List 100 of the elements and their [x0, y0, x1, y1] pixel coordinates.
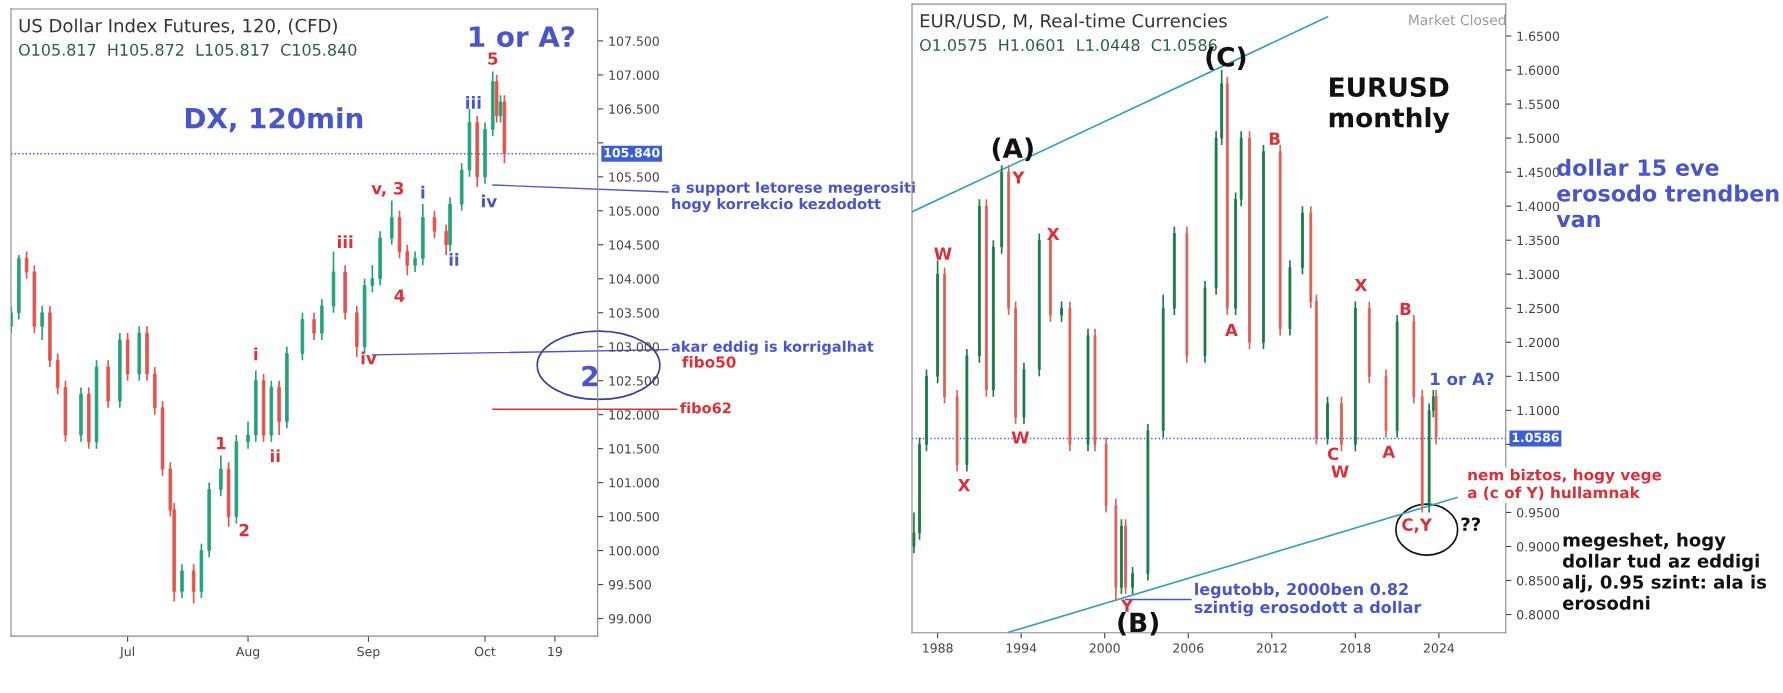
candlestick: [1014, 300, 1017, 425]
annotation: X: [957, 479, 971, 492]
text: O105.817 H105.872 L105.817 C105.840: [18, 43, 357, 56]
candlestick: [1262, 144, 1265, 350]
y-tick-label: 0.9000: [1516, 541, 1560, 552]
candlestick: [918, 436, 921, 541]
annotation: A: [1225, 323, 1238, 336]
y-tick-label: 1.3000: [1517, 269, 1560, 280]
y-tick-label: 1.5500: [1517, 99, 1560, 109]
annotation: W: [1011, 431, 1030, 444]
y-tick-label: 1.4500: [1517, 167, 1560, 178]
candlestick: [389, 199, 394, 246]
candlestick: [219, 454, 223, 498]
candlestick: [444, 223, 448, 256]
y-tick-label: 1.6000: [1517, 65, 1560, 75]
candlestick: [180, 563, 184, 599]
y-tick-label: 99.000: [608, 613, 651, 624]
text: akar eddig is korrigalhat: [671, 340, 874, 355]
annotation: a support letorese megerositi hogy korrekcio kezdodott: [671, 181, 915, 213]
annotation: legutobb, 2000ben 0.82 szintig erosodott a dollar: [1194, 582, 1422, 617]
candlestick: [1301, 205, 1304, 276]
annotation: C: [1327, 447, 1339, 461]
annotation: ii: [449, 253, 459, 266]
y-tick-label: 101.500: [609, 444, 659, 454]
y-tick-label: 101.000: [609, 478, 659, 488]
candlestick: [191, 563, 196, 605]
annotation: A: [1382, 445, 1396, 458]
annotation: iv: [482, 194, 497, 208]
annotation: iii: [466, 96, 481, 109]
ref-line-label: 105.840: [604, 147, 660, 158]
annotation: Y: [1120, 599, 1134, 612]
annotation: 1: [216, 437, 226, 450]
x-tick-label: Oct: [474, 646, 496, 657]
annotation: iv: [361, 351, 377, 365]
y-tick-label: 99.500: [608, 580, 651, 590]
candlestick: [405, 243, 410, 277]
text: fibo50: [682, 355, 736, 368]
annotation: 1 or A?: [470, 26, 575, 48]
candlestick: [943, 266, 946, 405]
y-tick-label: 1.2500: [1517, 303, 1560, 314]
annotation: 2: [582, 365, 598, 387]
candlestick: [40, 305, 44, 341]
y-tick-label: 1.6500: [1517, 31, 1560, 41]
candlestick: [978, 198, 981, 364]
y-tick-label: 1.5000: [1517, 133, 1560, 144]
text: fibo62: [680, 402, 731, 414]
y-tick-label: 0.8500: [1516, 575, 1560, 586]
annotation: X: [1354, 278, 1368, 292]
annotation: ii: [270, 449, 280, 463]
x-tick-label: Sep: [357, 646, 380, 659]
annotation: nem biztos, hogy vege a (c of Y) hullamnak: [1467, 468, 1662, 501]
chart-title: EUR/USD, M, Real-time Currencies: [920, 13, 1227, 30]
annotation: 2: [239, 523, 249, 537]
annotation: Y: [1012, 171, 1025, 184]
candlestick: [1131, 566, 1134, 595]
candlestick: [1234, 191, 1237, 316]
candlestick: [413, 250, 417, 273]
x-tick-label: Aug: [235, 646, 260, 659]
y-tick-label: 102.000: [609, 410, 659, 420]
y-tick-label: 103.500: [609, 308, 659, 318]
y-tick-label: 107.000: [609, 70, 659, 80]
annotation: W: [934, 247, 952, 260]
candlestick: [1120, 518, 1123, 595]
candlestick: [370, 264, 375, 294]
y-tick-label: 107.500: [609, 36, 659, 46]
y-tick-label: 0.9500: [1516, 507, 1560, 518]
ref-line-label: 1.0586: [1512, 432, 1559, 443]
x-tick-label: 2018: [1340, 643, 1371, 653]
y-tick-label: 100.500: [609, 512, 659, 522]
annotation: v, 3: [371, 181, 404, 197]
candlestick: [912, 511, 916, 555]
annotation: B: [1269, 132, 1280, 145]
chart-title: US Dollar Index Futures, 120, (CFD): [19, 18, 337, 35]
annotation: (B): [1118, 612, 1158, 636]
y-tick-label: 1.1000: [1517, 405, 1560, 416]
candlestick: [1314, 293, 1318, 446]
y-tick-label: 104.500: [609, 240, 659, 250]
x-tick-label: 2000: [1089, 643, 1120, 653]
candlestick: [312, 311, 316, 341]
y-tick-label: 100.000: [609, 546, 659, 556]
y-tick-label: 104.000: [609, 274, 659, 284]
annotation: 4: [394, 289, 405, 302]
candlestick: [246, 420, 250, 450]
annotation: i: [254, 347, 258, 361]
annotation: ??: [1461, 517, 1481, 531]
candlestick: [1124, 518, 1127, 595]
x-tick-label: 2024: [1423, 643, 1455, 653]
candlestick: [925, 368, 928, 453]
candlestick: [1248, 130, 1251, 350]
annotation: 1 or A?: [1431, 372, 1494, 386]
annotation: (A): [992, 137, 1033, 162]
annotation: 5: [488, 52, 498, 65]
annotation: X: [1047, 227, 1060, 241]
candlestick: [1060, 300, 1063, 323]
candlestick: [936, 259, 940, 384]
annotation: B: [1400, 302, 1411, 315]
candlestick: [1340, 395, 1343, 453]
candlestick: [1326, 395, 1329, 446]
x-tick-label: 19: [548, 646, 562, 657]
annotation: iii: [337, 235, 353, 249]
